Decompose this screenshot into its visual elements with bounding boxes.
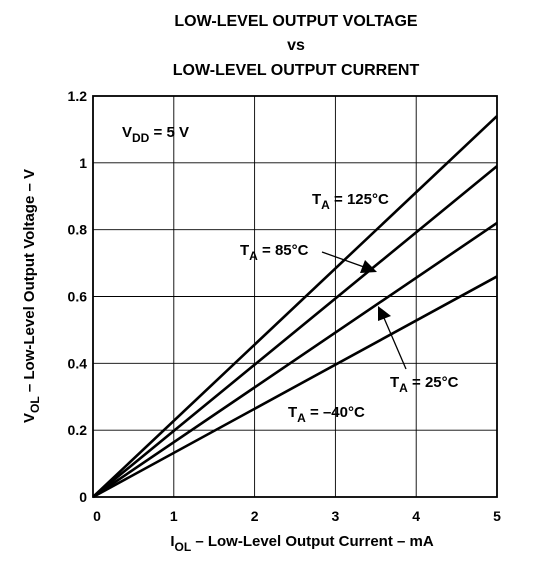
x-tick-label-0: 0 — [93, 508, 101, 524]
series-label-85-sub: A — [249, 249, 258, 263]
x-tick-label-1: 1 — [170, 508, 178, 524]
series-line-1 — [92, 165, 498, 499]
y-axis-label-sub: OL — [28, 396, 42, 413]
condition-annotation: VDD = 5 V — [122, 124, 189, 145]
y-tick-label-0: 0 — [79, 489, 87, 505]
series-line-2 — [92, 221, 498, 499]
arrow-85-shaft — [321, 251, 365, 268]
series-label-25-main: T — [390, 374, 399, 391]
series-label-85-rest: = 85°C — [258, 242, 309, 259]
y-tick-label-5: 1 — [79, 155, 87, 171]
y-axis-label-main: V — [21, 413, 38, 423]
series-label-125-rest: = 125°C — [330, 191, 389, 208]
y-axis-label-rest: – Low-Level Output Voltage – V — [21, 169, 38, 396]
series-label-25-rest: = 25°C — [408, 374, 459, 391]
x-axis-label: IOL – Low-Level Output Current – mA — [170, 533, 434, 554]
arrow-25-head — [378, 306, 391, 321]
y-axis-label: VOL – Low-Level Output Voltage – V — [21, 169, 42, 423]
series-label-85: TA = 85°C — [240, 242, 309, 263]
series-label-85-main: T — [240, 242, 249, 259]
y-tick-label-6: 1.2 — [68, 88, 88, 104]
x-tick-labels: 0 1 2 3 4 5 — [93, 508, 501, 524]
x-axis-label-main: I — [170, 533, 174, 550]
chart-title-line-2: vs — [287, 37, 305, 54]
condition-sub: DD — [132, 131, 150, 145]
series-label-minus40: TA = –40°C — [288, 404, 365, 425]
x-axis-label-rest: – Low-Level Output Current – mA — [191, 533, 434, 550]
y-tick-label-2: 0.4 — [68, 355, 88, 371]
series-line-3 — [92, 275, 498, 499]
series-label-minus40-sub: A — [297, 411, 306, 425]
series-lines — [92, 115, 498, 499]
series-label-minus40-main: T — [288, 404, 297, 421]
x-tick-label-2: 2 — [251, 508, 259, 524]
y-tick-label-3: 0.6 — [68, 289, 88, 305]
series-label-125-sub: A — [321, 198, 330, 212]
condition-main: V — [122, 124, 132, 141]
series-label-minus40-rest: = –40°C — [306, 404, 365, 421]
x-axis-label-sub: OL — [174, 540, 191, 554]
chart-title-line-1: LOW-LEVEL OUTPUT VOLTAGE — [174, 13, 418, 30]
series-label-25: TA = 25°C — [390, 374, 459, 395]
series-line-0 — [92, 115, 498, 498]
condition-rest: = 5 V — [149, 124, 189, 141]
y-tick-label-1: 0.2 — [68, 422, 88, 438]
x-tick-label-5: 5 — [493, 508, 501, 524]
series-label-25-sub: A — [399, 381, 408, 395]
x-tick-label-4: 4 — [412, 508, 420, 524]
y-tick-label-4: 0.8 — [68, 222, 88, 238]
x-tick-label-3: 3 — [332, 508, 340, 524]
grid — [92, 95, 498, 498]
plot-frame — [92, 95, 498, 498]
arrow-25-shaft — [383, 317, 407, 370]
chart-title-line-3: LOW-LEVEL OUTPUT CURRENT — [173, 62, 420, 79]
series-label-125: TA = 125°C — [312, 191, 389, 212]
series-label-125-main: T — [312, 191, 321, 208]
arrow-85-head — [360, 260, 377, 273]
y-tick-labels: 0 0.2 0.4 0.6 0.8 1 1.2 — [68, 88, 88, 505]
